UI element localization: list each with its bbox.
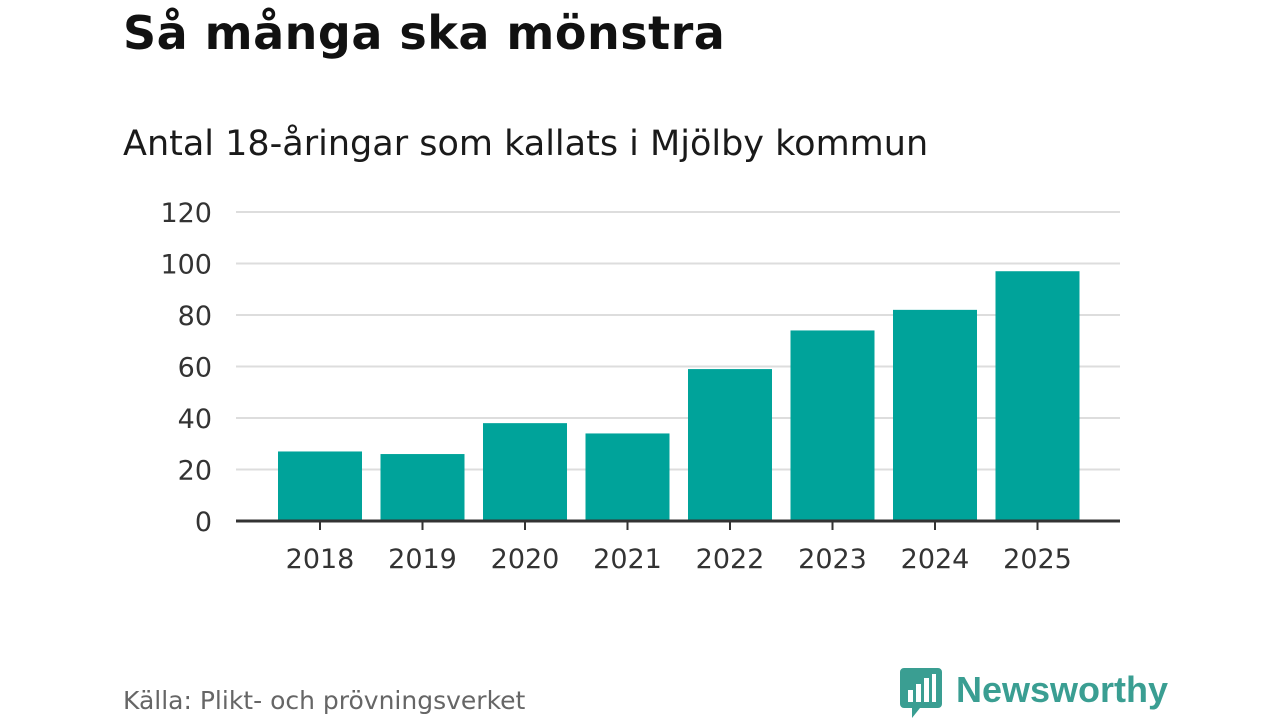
y-tick-label: 100 [160, 250, 212, 281]
x-tick-label: 2024 [901, 544, 970, 575]
x-tick-label: 2020 [491, 544, 560, 575]
newsworthy-logo: Newsworthy [900, 668, 1168, 718]
y-tick-label: 20 [178, 456, 212, 487]
y-tick-label: 0 [195, 507, 212, 538]
chart-subtitle: Antal 18-åringar som kallats i Mjölby ko… [123, 124, 929, 164]
source-note: Källa: Plikt- och prövningsverket [123, 686, 526, 715]
y-tick-label: 80 [178, 301, 212, 332]
bar-2018 [278, 451, 362, 521]
y-tick-label: 120 [160, 198, 212, 229]
chart-title: Så många ska mönstra [123, 6, 726, 60]
x-tick-label: 2018 [286, 544, 355, 575]
bar-2020 [483, 423, 567, 521]
bar-2021 [585, 433, 670, 521]
bar-2019 [380, 454, 465, 521]
brand-name: Newsworthy [956, 669, 1169, 710]
x-tick-label: 2023 [798, 544, 867, 575]
bar-chart-bubble-icon [900, 668, 942, 718]
x-tick-label: 2022 [696, 544, 765, 575]
bar-2023 [790, 330, 875, 521]
bar-2022 [688, 369, 772, 521]
x-tick-label: 2021 [593, 544, 662, 575]
y-tick-label: 60 [178, 353, 212, 384]
bar-2025 [995, 271, 1080, 521]
x-tick-label: 2019 [388, 544, 457, 575]
bar-2024 [893, 309, 977, 521]
y-tick-label: 40 [178, 404, 212, 435]
x-tick-label: 2025 [1003, 544, 1072, 575]
